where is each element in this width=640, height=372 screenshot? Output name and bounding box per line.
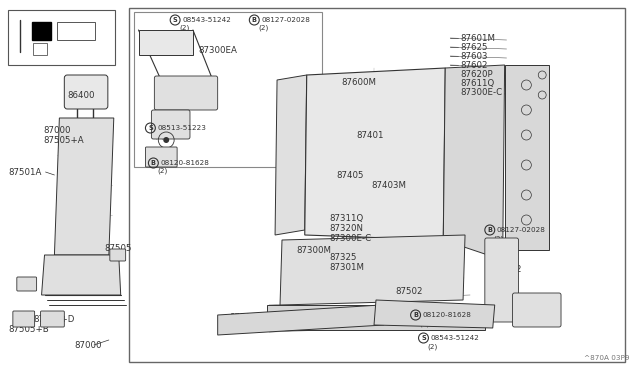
Text: B: B xyxy=(151,160,156,166)
Text: 87501A: 87501A xyxy=(8,167,42,176)
Text: 87016N: 87016N xyxy=(181,97,215,106)
Text: (2): (2) xyxy=(179,25,189,31)
Text: 87403M: 87403M xyxy=(371,180,406,189)
Text: 87600M: 87600M xyxy=(341,77,376,87)
Bar xyxy=(33,43,47,55)
Text: 86400: 86400 xyxy=(67,90,95,99)
Text: B: B xyxy=(413,312,418,318)
Text: 08120-81628: 08120-81628 xyxy=(422,312,472,318)
FancyBboxPatch shape xyxy=(145,147,177,167)
Text: ^870A 03P9: ^870A 03P9 xyxy=(584,355,629,361)
Text: (2): (2) xyxy=(259,25,269,31)
Bar xyxy=(134,12,321,167)
Text: 08543-51242: 08543-51242 xyxy=(182,17,231,23)
Text: (2): (2) xyxy=(420,321,430,327)
Text: 87620P: 87620P xyxy=(460,70,493,78)
FancyBboxPatch shape xyxy=(64,75,108,109)
FancyBboxPatch shape xyxy=(110,249,125,261)
Text: 87603: 87603 xyxy=(460,51,488,61)
Text: 87602: 87602 xyxy=(460,61,488,70)
Text: 08543-51242: 08543-51242 xyxy=(431,335,479,341)
FancyBboxPatch shape xyxy=(13,311,35,327)
Text: B: B xyxy=(252,17,257,23)
Text: 87625: 87625 xyxy=(460,42,488,51)
Text: 87402: 87402 xyxy=(495,266,522,275)
Polygon shape xyxy=(280,235,465,305)
Text: 87000: 87000 xyxy=(44,125,71,135)
Text: 87505+A: 87505+A xyxy=(44,135,84,144)
Polygon shape xyxy=(374,300,495,328)
Text: 87000: 87000 xyxy=(74,340,102,350)
Text: 87505+D: 87505+D xyxy=(34,315,75,324)
Bar xyxy=(8,10,115,65)
FancyBboxPatch shape xyxy=(154,76,218,110)
Text: 87325: 87325 xyxy=(330,253,357,263)
Bar xyxy=(129,8,625,362)
Text: 08127-02028: 08127-02028 xyxy=(261,17,310,23)
Text: 87611Q: 87611Q xyxy=(460,78,494,87)
FancyBboxPatch shape xyxy=(485,238,518,322)
Text: 87405: 87405 xyxy=(337,170,364,180)
Text: 87505+B: 87505+B xyxy=(8,326,49,334)
Text: 87501: 87501 xyxy=(230,314,257,323)
Text: 87320N: 87320N xyxy=(330,224,364,232)
Text: 87401: 87401 xyxy=(356,131,384,140)
Text: 87300E-C: 87300E-C xyxy=(330,234,372,243)
Polygon shape xyxy=(267,305,485,330)
Circle shape xyxy=(163,137,169,143)
Text: 87503+A: 87503+A xyxy=(232,326,272,334)
Polygon shape xyxy=(218,305,384,335)
Text: B: B xyxy=(487,227,492,233)
Bar xyxy=(31,22,51,40)
Text: 87505: 87505 xyxy=(104,244,131,253)
Text: 87330: 87330 xyxy=(147,148,174,157)
Text: 08120-81628: 08120-81628 xyxy=(160,160,209,166)
Polygon shape xyxy=(305,68,445,240)
Text: S: S xyxy=(173,17,177,23)
Text: 08513-51223: 08513-51223 xyxy=(157,125,206,131)
Text: 87311Q: 87311Q xyxy=(330,214,364,222)
Text: 87331N: 87331N xyxy=(518,295,552,305)
Text: 87301M: 87301M xyxy=(330,263,365,273)
Polygon shape xyxy=(54,118,114,255)
Text: 87300M: 87300M xyxy=(297,246,332,254)
FancyBboxPatch shape xyxy=(40,311,64,327)
Polygon shape xyxy=(504,65,549,250)
Polygon shape xyxy=(42,255,121,295)
Text: (2): (2) xyxy=(157,168,168,174)
Text: (2): (2) xyxy=(493,236,504,242)
Bar xyxy=(58,22,95,40)
FancyBboxPatch shape xyxy=(17,277,36,291)
Text: (2): (2) xyxy=(428,344,438,350)
Text: 87300EA: 87300EA xyxy=(198,45,237,55)
Text: 87601M: 87601M xyxy=(460,33,495,42)
FancyBboxPatch shape xyxy=(152,110,190,139)
Polygon shape xyxy=(444,65,504,260)
FancyBboxPatch shape xyxy=(513,293,561,327)
Text: S: S xyxy=(421,335,426,341)
Text: 87300E-C: 87300E-C xyxy=(460,87,502,96)
Polygon shape xyxy=(138,30,193,55)
Text: (3): (3) xyxy=(154,133,164,139)
Text: 87502: 87502 xyxy=(396,288,423,296)
Text: S: S xyxy=(148,125,153,131)
Polygon shape xyxy=(275,75,307,235)
Text: 08127-02028: 08127-02028 xyxy=(497,227,545,233)
